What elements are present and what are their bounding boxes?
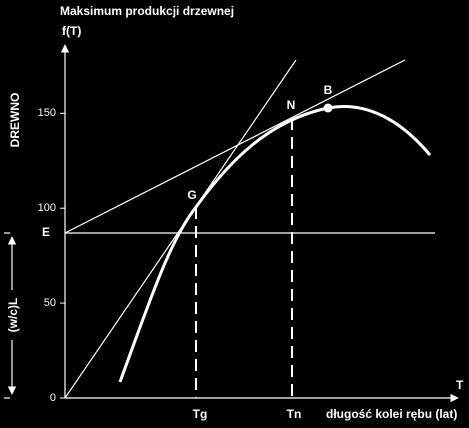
y-tick-label: 150 xyxy=(38,107,56,119)
x-axis-label: długość kolei rębu (lat) xyxy=(326,407,457,421)
x-marker: Tn xyxy=(287,407,302,421)
y-tick-label: 100 xyxy=(38,202,56,214)
growth-curve xyxy=(118,105,432,383)
level-label: E xyxy=(42,225,50,239)
chart-title: Maksimum produkcji drzewnej xyxy=(60,4,234,18)
point-b xyxy=(323,103,333,113)
tangent-line xyxy=(64,59,406,234)
y-axis-title: DREWNO xyxy=(8,93,22,148)
point-label: N xyxy=(287,98,296,112)
x-marker: Tg xyxy=(193,407,208,421)
point-label: G xyxy=(187,188,196,202)
x-axis-symbol: T xyxy=(456,378,464,392)
y-tick-label: 0 xyxy=(50,392,56,404)
point-label: B xyxy=(324,83,333,97)
y-tick-label: 50 xyxy=(44,297,56,309)
range-label: (w/c)L xyxy=(6,298,20,333)
y-axis-label: f(T) xyxy=(62,24,81,38)
